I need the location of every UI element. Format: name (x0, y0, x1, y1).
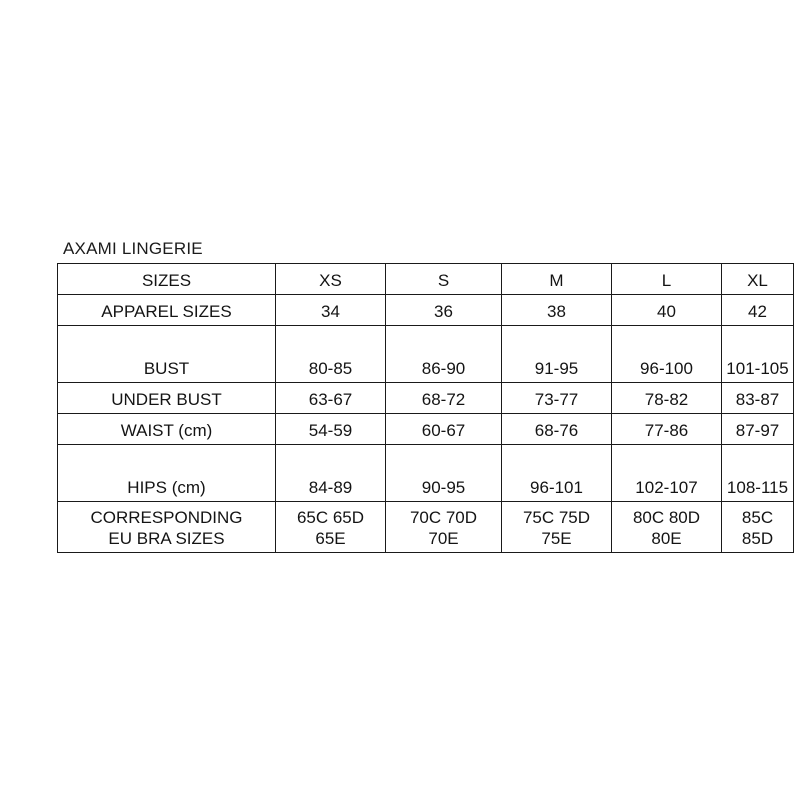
table-row-hips: HIPS (cm) 84-89 90-95 96-101 102-107 108… (57, 444, 794, 502)
size-chart-table: SIZES XS S M L XL APPAREL SIZES 34 36 38… (57, 263, 794, 553)
cell-bra-s-line-1: 70C 70D (409, 508, 478, 527)
cell-apparel-xl: 42 (721, 294, 794, 326)
cell-under-bust-s: 68-72 (385, 382, 502, 414)
cell-bust-m: 91-95 (501, 325, 612, 383)
cell-apparel-xs: 34 (275, 294, 386, 326)
row-label-under-bust: UNDER BUST (57, 382, 276, 414)
cell-under-bust-xl: 83-87 (721, 382, 794, 414)
cell-sizes-s: S (385, 263, 502, 295)
cell-apparel-m: 38 (501, 294, 612, 326)
cell-bra-m: 75C 75D 75E (501, 501, 612, 553)
table-row-bust: BUST 80-85 86-90 91-95 96-100 101-105 (57, 325, 794, 383)
brand-title: AXAMI LINGERIE (63, 239, 203, 258)
table-row-sizes: SIZES XS S M L XL (57, 263, 794, 295)
cell-bra-xs-line-2: 65E (315, 529, 346, 548)
cell-hips-s: 90-95 (385, 444, 502, 502)
cell-waist-s: 60-67 (385, 413, 502, 445)
cell-bra-xs: 65C 65D 65E (275, 501, 386, 553)
cell-hips-xl: 108-115 (721, 444, 794, 502)
row-label-line-1: CORRESPONDING (90, 508, 243, 527)
row-label-apparel-sizes: APPAREL SIZES (57, 294, 276, 326)
cell-hips-l: 102-107 (611, 444, 722, 502)
row-label-sizes: SIZES (57, 263, 276, 295)
cell-waist-xl: 87-97 (721, 413, 794, 445)
table-row-under-bust: UNDER BUST 63-67 68-72 73-77 78-82 83-87 (57, 382, 794, 414)
cell-apparel-s: 36 (385, 294, 502, 326)
cell-waist-xs: 54-59 (275, 413, 386, 445)
cell-bust-l: 96-100 (611, 325, 722, 383)
cell-apparel-l: 40 (611, 294, 722, 326)
table-row-eu-bra-sizes: CORRESPONDING EU BRA SIZES 65C 65D 65E 7… (57, 501, 794, 553)
size-chart-container: AXAMI LINGERIE SIZES XS S M L XL APPAREL… (57, 238, 794, 553)
cell-bra-s: 70C 70D 70E (385, 501, 502, 553)
cell-under-bust-xs: 63-67 (275, 382, 386, 414)
cell-bra-m-line-1: 75C 75D (522, 508, 591, 527)
cell-bra-xs-line-1: 65C 65D (296, 508, 365, 527)
cell-bra-l-line-1: 80C 80D (632, 508, 701, 527)
cell-waist-l: 77-86 (611, 413, 722, 445)
cell-sizes-xs: XS (275, 263, 386, 295)
cell-waist-m: 68-76 (501, 413, 612, 445)
table-row-apparel-sizes: APPAREL SIZES 34 36 38 40 42 (57, 294, 794, 326)
cell-bra-l: 80C 80D 80E (611, 501, 722, 553)
cell-hips-m: 96-101 (501, 444, 612, 502)
cell-bra-m-line-2: 75E (541, 529, 572, 548)
cell-bra-xl: 85C 85D (721, 501, 794, 553)
row-label-waist: WAIST (cm) (57, 413, 276, 445)
cell-bra-l-line-2: 80E (651, 529, 682, 548)
cell-under-bust-m: 73-77 (501, 382, 612, 414)
cell-sizes-xl: XL (721, 263, 794, 295)
cell-under-bust-l: 78-82 (611, 382, 722, 414)
cell-sizes-m: M (501, 263, 612, 295)
cell-bust-xs: 80-85 (275, 325, 386, 383)
table-row-waist: WAIST (cm) 54-59 60-67 68-76 77-86 87-97 (57, 413, 794, 445)
cell-bra-s-line-2: 70E (428, 529, 459, 548)
row-label-bust: BUST (57, 325, 276, 383)
cell-bra-xl-line-2: 85D (741, 529, 774, 548)
cell-bust-s: 86-90 (385, 325, 502, 383)
cell-hips-xs: 84-89 (275, 444, 386, 502)
row-label-hips: HIPS (cm) (57, 444, 276, 502)
cell-bra-xl-line-1: 85C (741, 508, 774, 527)
row-label-line-2: EU BRA SIZES (108, 529, 225, 548)
cell-sizes-l: L (611, 263, 722, 295)
row-label-eu-bra-sizes: CORRESPONDING EU BRA SIZES (57, 501, 276, 553)
cell-bust-xl: 101-105 (721, 325, 794, 383)
